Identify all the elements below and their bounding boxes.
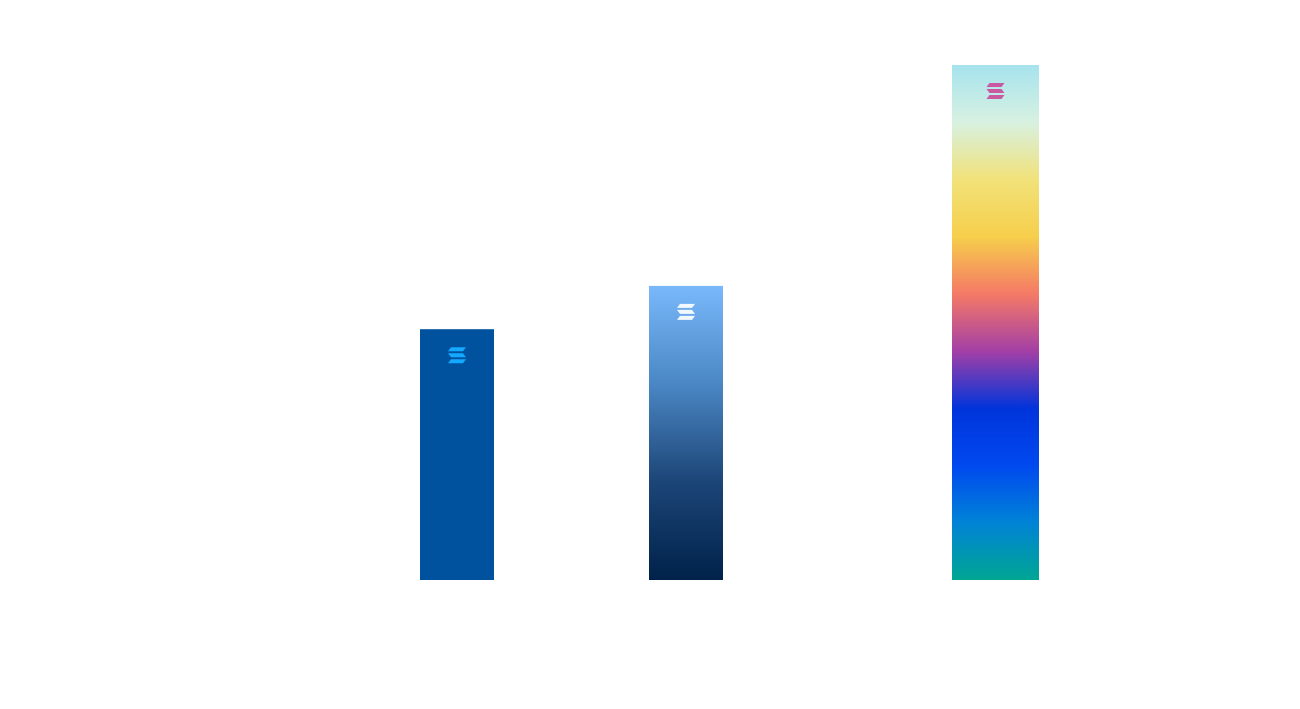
solana-logo-icon — [448, 347, 466, 364]
bar-2 — [649, 285, 723, 580]
bar-1 — [420, 329, 494, 580]
solana-logo-icon — [986, 83, 1005, 99]
bar-3 — [952, 65, 1039, 580]
bars-group — [420, 65, 1039, 580]
solana-logo-icon — [677, 303, 695, 320]
